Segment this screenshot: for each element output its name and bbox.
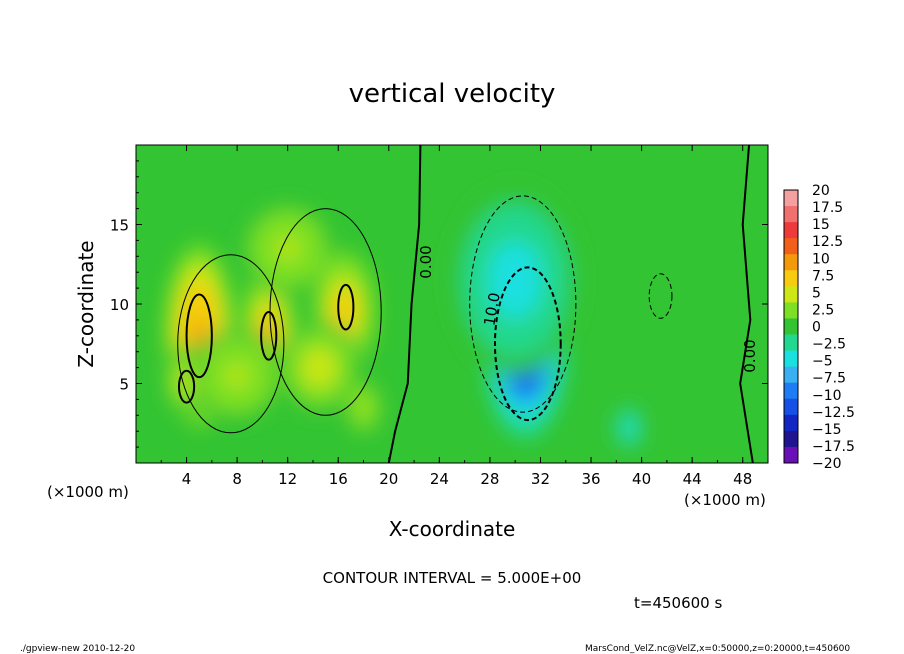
colorbar-label-7: 2.5: [812, 302, 834, 318]
colorbar-swatch-7: [784, 302, 798, 319]
field-blob-7-level-4: [359, 401, 368, 414]
contour-zero-1: [739, 145, 754, 463]
x-tick-label-2: 12: [278, 470, 297, 488]
x-tick-label-11: 48: [733, 470, 752, 488]
field-blobs: [163, 184, 645, 452]
field-blob-5-level-4: [310, 358, 328, 378]
contour-pos-10-a: [185, 293, 213, 379]
colorbar-label-9: −2.5: [812, 337, 846, 353]
chart-title: vertical velocity: [349, 79, 556, 109]
colorbar-swatch-5: [784, 270, 798, 287]
colorbar-swatch-16: [784, 446, 798, 464]
contour-label-zero-right: 0.00: [741, 339, 759, 372]
contour-label-zero-left: 0.00: [417, 245, 435, 278]
colorbar-label-8: 0: [812, 320, 821, 336]
colorbar-label-2: 15: [812, 217, 830, 233]
colorbar-frame: [783, 189, 799, 464]
colorbar-swatch-4: [784, 254, 798, 271]
x-unit-right: (×1000 m): [684, 491, 766, 509]
colorbar-swatch-3: [784, 238, 798, 255]
colorbar-swatch-10: [784, 350, 798, 368]
y-tick-label-2: 15: [110, 217, 129, 235]
field-blob-1-level-4: [182, 373, 192, 388]
colorbar-label-10: −5: [812, 354, 833, 370]
field-blob-9-level-4: [501, 261, 529, 300]
plot-area: [136, 145, 768, 463]
x-tick-label-8: 36: [581, 470, 600, 488]
colorbar-label-5: 7.5: [812, 268, 834, 284]
colorbar-swatch-2: [784, 222, 798, 239]
y-axis: 5 10 15: [110, 160, 768, 448]
colorbar-label-13: −12.5: [812, 405, 855, 421]
x-axis: 4 8 12 16 20 24 28 32 36 40 44 48: [135, 145, 769, 488]
colorbar-swatch-11: [784, 366, 798, 384]
field-blob-4-level-4: [338, 300, 351, 324]
y-axis-label: Z-coordinate: [74, 240, 98, 367]
colorbar-swatch-9: [784, 334, 798, 352]
colorbar-swatch-0: [784, 190, 798, 207]
colorbar-label-12: −10: [812, 388, 842, 404]
field-blob-6-level-4: [227, 366, 247, 386]
colorbar-label-16: −20: [812, 456, 842, 472]
footer-program: ./gpview-new 2010-12-20: [20, 644, 135, 654]
x-tick-label-6: 28: [480, 470, 499, 488]
contour-pos-10-b: [177, 369, 196, 404]
contour-pos-10-d: [337, 283, 355, 331]
colorbar-label-15: −17.5: [812, 439, 855, 455]
colorbar-label-3: 12.5: [812, 234, 843, 250]
colorbar-label-14: −15: [812, 422, 842, 438]
colorbar-swatch-1: [784, 206, 798, 223]
contour-neg-5: [469, 195, 577, 413]
colorbar-swatch-13: [784, 398, 798, 416]
contour-pos-5-a: [177, 254, 285, 434]
colorbar-label-1: 17.5: [812, 200, 843, 216]
x-axis-label: X-coordinate: [389, 517, 516, 541]
x-tick-label-4: 20: [379, 470, 398, 488]
colorbar-label-0: 20: [812, 183, 830, 199]
contour-pos-10-c: [260, 310, 278, 361]
contour-interval-text: CONTOUR INTERVAL = 5.000E+00: [323, 569, 582, 587]
x-tick-label-7: 32: [531, 470, 550, 488]
contour-pos-5-b: [269, 208, 382, 416]
x-tick-label-9: 40: [632, 470, 651, 488]
time-text: t=450600 s: [634, 594, 722, 612]
colorbar-swatch-6: [784, 286, 798, 303]
contour-label-ten: 10.0: [480, 291, 504, 327]
colorbar-swatch-12: [784, 382, 798, 400]
contour-lines: [177, 145, 754, 463]
contour-zero-0: [387, 145, 422, 463]
colorbar-label-11: −7.5: [812, 371, 846, 387]
x-tick-label-0: 4: [182, 470, 192, 488]
colorbar-swatch-14: [784, 414, 798, 432]
colorbar-label-4: 10: [812, 251, 830, 267]
contour-neg-10: [493, 266, 562, 422]
x-tick-label-1: 8: [232, 470, 242, 488]
x-tick-label-3: 16: [329, 470, 348, 488]
x-unit-left: (×1000 m): [47, 483, 129, 501]
x-tick-label-5: 24: [430, 470, 449, 488]
field-blob-10-level-4: [625, 423, 632, 433]
colorbar-swatch-15: [784, 430, 798, 448]
field-blob-3-level-4: [278, 238, 298, 258]
y-tick-label-0: 5: [119, 376, 129, 394]
colorbar-label-6: 5: [812, 285, 821, 301]
x-tick-label-10: 44: [683, 470, 702, 488]
y-tick-label-1: 10: [110, 296, 129, 314]
contour-neg-5-b: [648, 273, 673, 319]
footer-source: MarsCond_VelZ.nc@VelZ,x=0:50000,z=0:2000…: [585, 644, 850, 654]
colorbar-swatch-8: [784, 318, 798, 336]
